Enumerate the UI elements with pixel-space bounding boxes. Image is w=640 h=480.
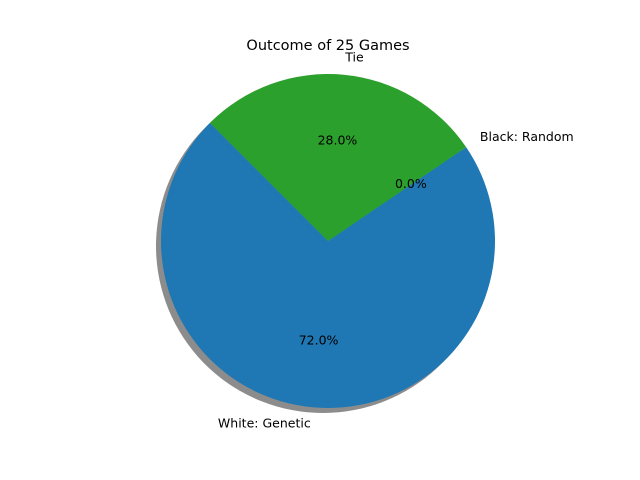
slice-percent-black-random: 0.0% <box>395 176 427 191</box>
pie-labels: White: Genetic 72.0% Black: Random 0.0% Tie 2… <box>218 50 574 431</box>
slice-percent-white-genetic: 72.0% <box>299 332 339 347</box>
slice-white-genetic <box>161 122 496 408</box>
slice-label-black-random: Black: Random <box>480 129 574 144</box>
slice-percent-tie: 28.0% <box>318 133 358 148</box>
pie-slices <box>161 73 496 408</box>
slice-label-white-genetic: White: Genetic <box>218 415 311 430</box>
slice-label-tie: Tie <box>344 50 364 65</box>
chart-title: Outcome of 25 Games <box>246 38 409 54</box>
slice-tie <box>209 73 467 242</box>
